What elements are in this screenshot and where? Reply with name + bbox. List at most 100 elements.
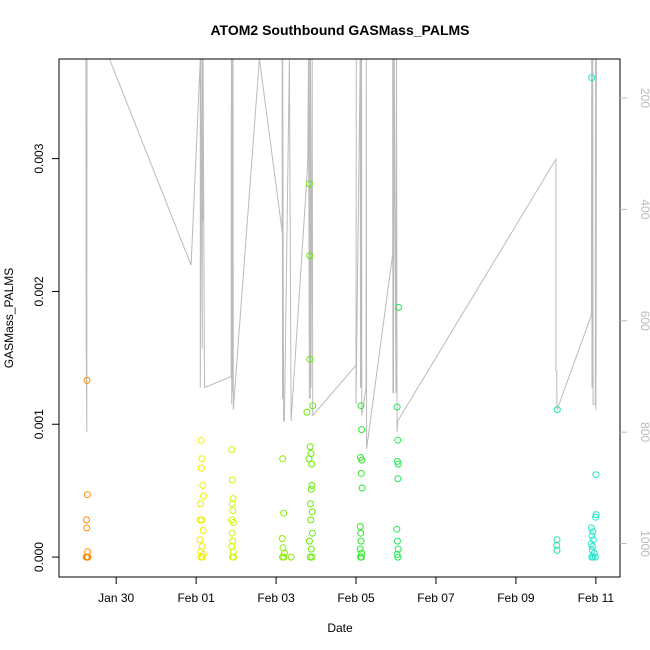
data-point (591, 553, 599, 561)
data-point (306, 252, 314, 260)
y2-tick-label: 200 (638, 88, 650, 108)
data-point (394, 460, 402, 468)
data-point (307, 485, 315, 493)
y-tick-label: 0.000 (32, 542, 46, 572)
data-point (305, 537, 313, 545)
data-point (394, 545, 402, 553)
data-point (357, 553, 365, 561)
x-tick-label: Feb 03 (257, 591, 295, 605)
data-point (589, 528, 597, 536)
plot-frame (58, 58, 621, 578)
data-point (592, 511, 600, 519)
data-point (308, 460, 316, 468)
data-point (358, 549, 366, 557)
data-point (394, 553, 402, 561)
y-tick-label: 0.003 (32, 143, 46, 173)
data-point (589, 553, 597, 561)
data-point (553, 546, 561, 554)
y-tick-label: 0.002 (32, 276, 46, 306)
y2-tick-label: 400 (638, 199, 650, 219)
data-point (308, 481, 316, 489)
data-point (229, 507, 237, 515)
y-axis: 0.000 0.001 0.002 0.003 (32, 143, 59, 572)
data-point (592, 513, 600, 521)
data-point (358, 456, 366, 464)
data-point (199, 527, 207, 534)
data-point (394, 436, 402, 444)
y2-tick-label: 800 (638, 422, 650, 442)
data-point (303, 408, 311, 416)
data-point (308, 529, 316, 537)
chart-title: ATOM2 Southbound GASMass_PALMS (210, 22, 469, 38)
data-point (393, 537, 401, 545)
data-point (306, 443, 314, 451)
x-tick-label: Feb 07 (417, 591, 455, 605)
pressure-line (85, 59, 597, 449)
y-axis-label: GASMass_PALMS (2, 268, 16, 368)
scatter-points-group (82, 74, 600, 561)
data-point (199, 481, 207, 489)
data-point (305, 180, 313, 188)
data-point (356, 523, 364, 530)
data-point (83, 376, 91, 384)
data-point (358, 426, 366, 434)
data-point (197, 500, 205, 508)
data-point (229, 476, 236, 484)
data-point (588, 74, 596, 82)
data-point (395, 303, 402, 311)
data-point (358, 484, 366, 492)
data-point (287, 553, 295, 561)
data-point (83, 491, 91, 499)
data-point (589, 543, 596, 550)
data-point (230, 553, 238, 561)
data-point (589, 536, 597, 544)
data-point (357, 402, 365, 410)
data-point (307, 516, 315, 524)
data-point (588, 532, 596, 540)
data-point (280, 549, 288, 557)
y2-axis: 200 400 600 800 1000 (620, 88, 650, 557)
data-point (280, 553, 288, 561)
data-point (229, 519, 237, 526)
data-point (393, 403, 401, 411)
data-point (229, 495, 237, 503)
x-axis: Jan 30 Feb 01 Feb 03 Feb 05 Feb 07 Feb 09 Feb … (98, 577, 614, 605)
data-point (307, 545, 315, 553)
x-axis-label: Date (327, 621, 353, 635)
data-point (229, 548, 237, 556)
data-point (592, 471, 600, 479)
data-point (279, 455, 287, 463)
data-point (357, 469, 365, 477)
data-point (280, 509, 288, 517)
x-tick-label: Feb 01 (177, 591, 215, 605)
data-point (356, 545, 364, 553)
data-point (200, 492, 208, 500)
data-point (196, 516, 204, 524)
data-point (393, 525, 401, 533)
data-point (228, 529, 236, 537)
data-point (394, 475, 402, 483)
data-point (198, 455, 206, 463)
data-point (197, 436, 205, 444)
x-tick-label: Jan 30 (98, 591, 134, 605)
data-point (357, 529, 365, 537)
y2-tick-label: 1000 (638, 530, 650, 557)
x-tick-label: Feb 11 (578, 591, 615, 605)
data-point (84, 553, 92, 561)
data-point (553, 541, 561, 549)
pressure-line-group (85, 59, 597, 449)
data-point (587, 524, 595, 532)
data-point (553, 536, 561, 544)
data-point (278, 535, 286, 542)
data-point (228, 500, 236, 508)
data-point (83, 524, 91, 532)
data-point (308, 553, 316, 561)
data-point (196, 536, 204, 544)
data-point (308, 508, 316, 516)
y-tick-label: 0.001 (32, 409, 46, 439)
data-point (199, 553, 206, 561)
data-point (357, 537, 365, 545)
data-point (83, 516, 90, 524)
x-tick-label: Feb 09 (497, 591, 535, 605)
